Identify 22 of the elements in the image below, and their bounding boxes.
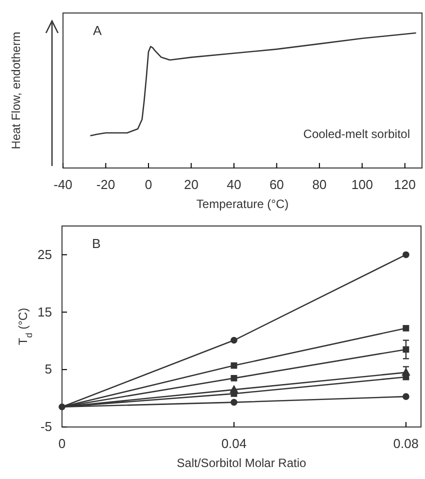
annotation: B <box>92 236 101 251</box>
x-tick-label: -20 <box>96 177 116 192</box>
y-tick-label: 5 <box>44 362 52 377</box>
x-tick-label: 60 <box>269 177 284 192</box>
x-tick-label: 100 <box>351 177 374 192</box>
x-tick-label: 0 <box>144 177 152 192</box>
x-axis-title: Temperature (°C) <box>196 197 289 211</box>
x-axis-title: Salt/Sorbitol Molar Ratio <box>176 456 307 470</box>
x-tick-label: 0 <box>58 436 66 452</box>
annotation: Cooled-melt sorbitol <box>303 127 410 141</box>
x-tick-label: 120 <box>394 177 416 192</box>
x-tick-label: 80 <box>312 177 327 192</box>
x-tick-label: 0.08 <box>393 436 419 452</box>
x-tick-label: 0.04 <box>221 436 247 452</box>
y-tick-label: 25 <box>38 246 52 262</box>
y-tick-label: 15 <box>38 304 52 320</box>
y-axis-title: Heat Flow, endotherm <box>9 32 23 150</box>
annotation: A <box>93 23 102 38</box>
x-tick-label: 40 <box>226 177 242 192</box>
x-tick-label: 20 <box>184 177 198 192</box>
y-tick-label: -5 <box>40 419 52 434</box>
x-tick-label: -40 <box>54 177 72 192</box>
